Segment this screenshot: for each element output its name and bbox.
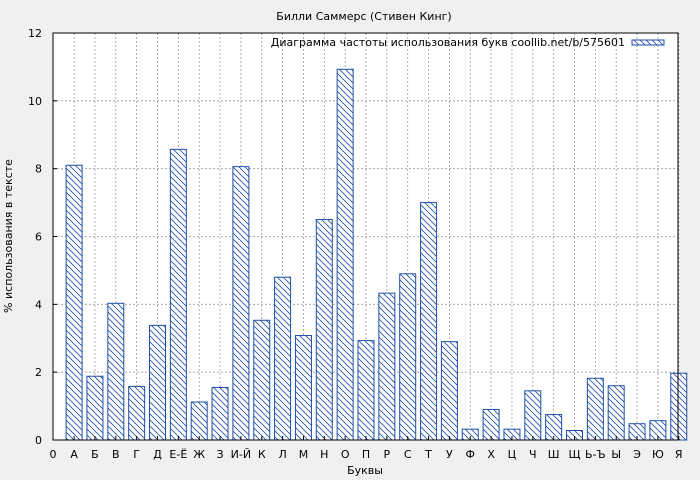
- x-tick-label: З: [217, 448, 224, 461]
- y-tick-label: 4: [35, 298, 42, 311]
- y-tick-label: 0: [35, 434, 42, 447]
- x-tick-label: Ь-Ъ: [585, 448, 606, 461]
- bar-Ы: [607, 385, 625, 441]
- bar-О: [336, 68, 354, 441]
- x-tick-label: М: [299, 448, 309, 461]
- x-tick-label: У: [446, 448, 453, 461]
- legend: Диаграмма частоты использования букв coo…: [271, 36, 665, 49]
- y-axis-label: % использования в тексте: [2, 159, 15, 313]
- x-tick-label: Т: [424, 448, 432, 461]
- bar-Е-Ё: [169, 148, 187, 441]
- bar-Ж: [190, 401, 208, 441]
- legend-swatch: [631, 39, 665, 46]
- bar-У: [440, 341, 458, 441]
- x-tick-label: И-Й: [231, 448, 251, 461]
- bar-Я: [670, 372, 688, 441]
- x-tick-label: Л: [278, 448, 286, 461]
- x-tick-label: Ф: [466, 448, 475, 461]
- bar-К: [253, 319, 271, 441]
- bar-Р: [378, 292, 396, 441]
- x-tick-label: Ш: [548, 448, 560, 461]
- bar-Л: [274, 276, 292, 441]
- bar-М: [294, 335, 312, 441]
- bar-А: [65, 164, 83, 441]
- x-tick-label: Р: [384, 448, 391, 461]
- x-tick-label: Я: [675, 448, 683, 461]
- x-tick-label: Ю: [652, 448, 664, 461]
- y-tick-label: 6: [35, 231, 42, 244]
- bar-П: [357, 340, 375, 441]
- x-tick-label: О: [341, 448, 350, 461]
- x-tick-label: Н: [320, 448, 328, 461]
- bar-В: [107, 302, 125, 441]
- bar-Г: [128, 385, 146, 441]
- bar-Ч: [524, 390, 542, 441]
- x-origin-label: 0: [50, 448, 57, 461]
- bar-Т: [420, 202, 438, 441]
- bar-Н: [315, 219, 333, 441]
- x-tick-label: А: [70, 448, 78, 461]
- x-tick-label: Х: [487, 448, 495, 461]
- bar-Ь-Ъ: [586, 377, 604, 441]
- x-tick-label: Г: [133, 448, 140, 461]
- bar-Б: [86, 375, 104, 441]
- y-tick-label: 12: [28, 27, 42, 40]
- legend-label: Диаграмма частоты использования букв coo…: [271, 36, 625, 49]
- x-tick-label: Б: [91, 448, 99, 461]
- x-tick-label: Э: [633, 448, 641, 461]
- x-tick-label: С: [404, 448, 412, 461]
- x-tick-label: Щ: [568, 448, 580, 461]
- y-tick-label: 2: [35, 366, 42, 379]
- x-tick-label: П: [362, 448, 370, 461]
- chart-title: Билли Саммерс (Стивен Кинг): [276, 10, 451, 23]
- bar-Д: [149, 324, 166, 441]
- x-tick-label: Ц: [508, 448, 517, 461]
- x-tick-label: Д: [153, 448, 162, 461]
- bar-З: [211, 386, 229, 441]
- y-tick-label: 10: [28, 95, 42, 108]
- x-tick-label: К: [258, 448, 266, 461]
- bar-Х: [482, 408, 500, 441]
- x-tick-label: Ж: [193, 448, 205, 461]
- x-axis-label: Буквы: [347, 464, 383, 477]
- x-tick-label: Ч: [529, 448, 537, 461]
- x-tick-label: В: [112, 448, 120, 461]
- bar-И-Й: [232, 166, 250, 441]
- x-tick-label: Е-Ё: [169, 448, 187, 461]
- y-tick-label: 8: [35, 163, 42, 176]
- x-tick-label: Ы: [611, 448, 621, 461]
- bar-С: [399, 273, 417, 441]
